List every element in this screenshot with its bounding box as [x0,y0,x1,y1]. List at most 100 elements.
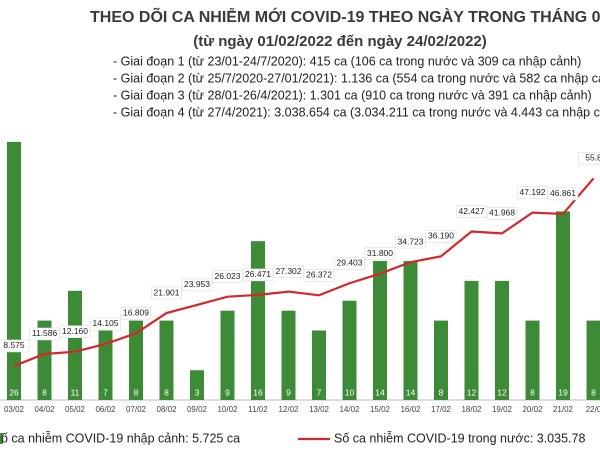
bar-label: 3 [195,387,200,397]
value-label: 55.8 [585,153,600,163]
value-label: 47.192 [520,187,546,197]
x-tick-label: 22/0 [586,405,600,414]
value-label: 34.723 [398,236,424,246]
value-label-box [90,317,121,331]
value-label-box [486,207,518,220]
value-label-box [395,235,426,249]
value-label-box [364,247,396,261]
bar [556,211,570,400]
legend-swatch [0,433,3,444]
line [13,177,595,367]
legend-label: ố ca nhiễm COVID-19 nhập cảnh: 5.725 ca [1,430,240,445]
bar-label: 7 [317,387,322,397]
x-tick-label: 09/02 [187,405,208,414]
value-label-box [578,152,600,165]
x-tick-label: 05/02 [65,405,86,414]
x-tick-label: 13/02 [309,405,330,414]
note: - Giai đoạn 4 (từ 27/4/2021): 3.038.654 … [113,105,600,119]
value-label: 31.800 [367,248,393,258]
value-label: 8.575 [3,340,25,350]
bar [190,370,204,400]
value-label: 26.372 [306,270,332,280]
bar-label: 8 [42,387,47,397]
x-tick-label: 20/02 [522,405,543,414]
bar-label: 8 [134,387,139,397]
x-tick-label: 03/02 [4,405,25,414]
value-label-box [303,268,335,282]
legend-label: Số ca nhiễm COVID-19 trong nước: 3.035.7… [334,430,585,445]
value-label: 11.586 [32,328,58,338]
x-tick-label: 21/02 [553,405,574,414]
bar [525,320,540,400]
bar [281,310,296,400]
x-tick-label: 06/02 [95,405,116,414]
value-label-box [29,327,60,341]
bar-label: 12 [467,387,477,397]
bar-label: 8 [530,387,535,397]
bar-label: 12 [497,387,507,397]
chart-subtitle: (từ ngày 01/02/2022 đến ngày 24/02/2022) [193,33,487,50]
note: - Giai đoạn 3 (từ 28/01-26/4/2021): 1.30… [113,88,592,102]
value-label-box [517,186,548,199]
value-label-box [181,278,213,292]
bar [7,141,21,401]
bar [98,330,113,400]
bar-label: 19 [558,387,568,397]
note: - Giai đoạn 1 (từ 23/01-24/7/2020): 415 … [113,54,581,68]
value-label: 23.953 [184,279,210,289]
value-label: 14.105 [93,318,119,328]
bar [37,320,52,400]
bar-label: 8 [164,387,169,397]
value-label: 41.968 [489,208,515,218]
value-label-box [456,205,487,218]
value-label: 46.861 [550,188,576,198]
value-label: 12.160 [62,326,88,336]
bar [373,261,387,400]
value-label: 26.471 [245,269,271,279]
bar [464,280,479,400]
bar-label: 8 [591,387,596,397]
bar [129,320,143,400]
chart-title: THEO DÕI CA NHIỄM MỚI COVID-19 THEO NGÀY… [90,6,600,26]
bar-label: 9 [286,387,291,397]
bar [68,290,82,400]
value-label-box [425,230,457,243]
value-label-box [334,256,365,270]
value-label-box [59,325,91,339]
bar [159,320,174,400]
bar-label: 9 [225,387,230,397]
bar [403,261,418,400]
bar [586,320,600,400]
x-tick-label: 14/02 [339,405,360,414]
bar-label: 7 [103,387,108,397]
x-tick-label: 15/02 [370,405,391,414]
bar [434,320,448,400]
x-tick-label: 11/02 [248,405,268,414]
bar [220,310,235,400]
value-label-box [120,306,152,320]
x-tick-label: 17/02 [431,405,452,414]
bar [495,280,509,400]
x-tick-label: 16/02 [400,405,421,414]
bar-label: 16 [253,387,263,397]
bar-label: 14 [375,387,385,397]
x-tick-label: 10/02 [217,405,238,414]
value-label: 42.427 [459,206,485,216]
value-label-box [242,268,274,282]
value-label: 29.403 [337,258,363,268]
value-label: 16.809 [123,308,149,318]
bar-label: 10 [345,387,355,397]
value-label: 21.901 [154,287,180,297]
bar-label: 14 [406,387,416,397]
value-label-box [547,187,579,201]
x-tick-label: 08/02 [156,405,177,414]
value-label-box [273,265,304,278]
x-tick-label: 12/02 [278,405,299,414]
bar-label: 11 [71,387,80,397]
x-tick-label: 18/02 [461,405,482,414]
bar [251,241,265,400]
value-label: 36.190 [428,231,454,241]
x-tick-label: 04/02 [34,405,55,414]
